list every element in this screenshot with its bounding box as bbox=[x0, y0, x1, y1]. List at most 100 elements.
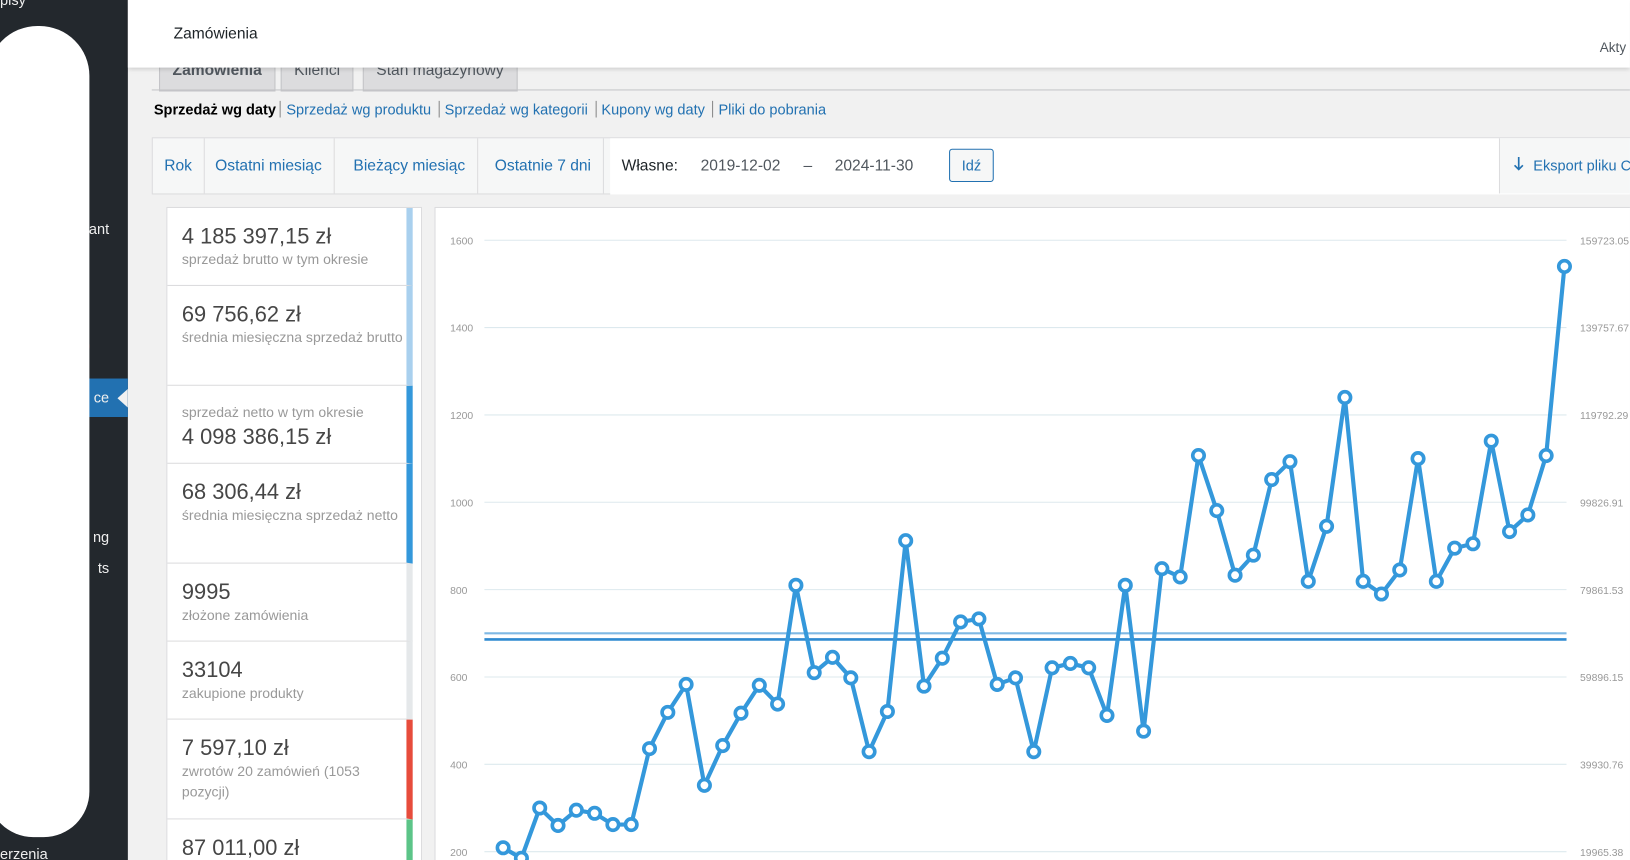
stat-item[interactable]: sprzedaż netto w tym okresie 4 098 386,15… bbox=[167, 385, 413, 464]
point bbox=[1172, 569, 1188, 585]
point bbox=[971, 611, 987, 627]
y2-tick-label: 119792.29 bbox=[1580, 411, 1628, 422]
point bbox=[696, 777, 712, 793]
point bbox=[1081, 660, 1097, 676]
y-tick-label: 600 bbox=[450, 673, 468, 684]
stat-item[interactable]: 69 756,62 zł średnia miesięczna sprzedaż … bbox=[167, 285, 413, 386]
point bbox=[989, 676, 1005, 692]
stat-item[interactable]: 87 011,00 zł bbox=[167, 819, 413, 860]
stat-label: średnia miesięczna sprzedaż brutto bbox=[181, 329, 403, 346]
export-link[interactable]: Eksport pliku C bbox=[1533, 157, 1630, 174]
point bbox=[898, 533, 914, 549]
range-link[interactable]: Bieżący miesiąc bbox=[342, 138, 478, 194]
stats-list: 4 185 397,15 zł sprzedaż brutto w tym okr… bbox=[166, 206, 423, 860]
y2-tick-label: 139757.67 bbox=[1580, 324, 1629, 335]
stat-amount: 87 011,00 zł bbox=[181, 836, 300, 860]
stat-amount: 33104 bbox=[181, 658, 243, 683]
point bbox=[1209, 503, 1225, 519]
point bbox=[1154, 561, 1170, 577]
y2-tick-label: 19965.38 bbox=[1580, 848, 1623, 859]
export-icon bbox=[1513, 157, 1524, 171]
point bbox=[879, 703, 895, 720]
point bbox=[1007, 670, 1024, 686]
y-tick-label: 1400 bbox=[450, 324, 473, 335]
range-link[interactable]: Rok bbox=[153, 138, 205, 194]
stat-amount: 4 185 397,15 zł bbox=[181, 224, 332, 249]
y2-tick-label: 59896.15 bbox=[1580, 673, 1623, 684]
report-link[interactable]: Sprzedaż wg kategorii bbox=[438, 100, 591, 118]
point bbox=[1300, 573, 1316, 589]
range-link[interactable]: Ostatni miesiąc bbox=[204, 138, 335, 194]
point bbox=[1264, 472, 1280, 488]
point bbox=[934, 650, 950, 666]
menu-item[interactable]: ts bbox=[97, 559, 110, 577]
point bbox=[1392, 562, 1408, 578]
point bbox=[1190, 447, 1207, 464]
series-line bbox=[502, 266, 1567, 860]
y-tick-label: 200 bbox=[450, 848, 468, 859]
point bbox=[550, 817, 566, 834]
point bbox=[1483, 433, 1499, 449]
go-button[interactable]: Idź bbox=[949, 148, 994, 182]
y2-tick-label: 39930.76 bbox=[1580, 760, 1623, 771]
stat-item[interactable]: 4 185 397,15 zł sprzedaż brutto w tym okr… bbox=[167, 207, 413, 286]
y-tick-label: 800 bbox=[450, 586, 468, 597]
point bbox=[916, 678, 932, 694]
point bbox=[1428, 573, 1444, 589]
y-tick-label: 1000 bbox=[450, 498, 473, 509]
point bbox=[843, 670, 859, 686]
point bbox=[953, 614, 969, 630]
point bbox=[861, 744, 877, 760]
point bbox=[806, 665, 822, 681]
point bbox=[1520, 507, 1536, 523]
header-title: Zamówienia bbox=[173, 24, 258, 43]
point bbox=[1447, 540, 1463, 556]
custom-range: Własne: 2019-12-02 – 2024-11-30 Idź bbox=[610, 138, 1630, 195]
export-box[interactable]: Eksport pliku C bbox=[1498, 138, 1630, 194]
point bbox=[1337, 389, 1353, 405]
date-to[interactable]: 2024-11-30 bbox=[834, 157, 914, 175]
y2-tick-label: 79861.53 bbox=[1580, 586, 1623, 597]
range-bar: Rok Ostatni miesiąc Bieżący miesiąc Osta… bbox=[151, 137, 1630, 195]
date-dash: – bbox=[803, 157, 813, 175]
redaction bbox=[0, 25, 90, 838]
point bbox=[788, 577, 804, 593]
stat-label: sprzedaż netto w tym okresie bbox=[181, 404, 364, 421]
point bbox=[513, 850, 529, 860]
y2-tick-label: 159723.05 bbox=[1580, 236, 1629, 247]
stat-item[interactable]: 68 306,44 zł średnia miesięczna sprzedaż … bbox=[167, 463, 413, 564]
menu-item[interactable]: erzenia bbox=[0, 845, 48, 860]
point bbox=[568, 802, 584, 818]
point bbox=[824, 649, 841, 665]
report-link[interactable]: Sprzedaż wg produktu bbox=[280, 100, 435, 118]
report-link[interactable]: Pliki do pobrania bbox=[712, 100, 830, 118]
y2-tick-label: 99826.91 bbox=[1580, 498, 1623, 509]
point bbox=[733, 705, 749, 721]
active-arrow bbox=[117, 388, 128, 408]
menu-item[interactable]: ng bbox=[92, 528, 110, 545]
point bbox=[1502, 523, 1518, 540]
stat-item[interactable]: 9995 złożone zamówienia bbox=[167, 563, 413, 642]
chart-box: 200 400 600 800 1000 1200 1400 1600 19965.38 3993… bbox=[434, 206, 1630, 860]
stat-label: złożone zamówienia bbox=[181, 607, 309, 623]
point bbox=[1026, 744, 1042, 760]
point bbox=[1117, 577, 1133, 593]
date-from[interactable]: 2019-12-02 bbox=[700, 157, 781, 175]
tab-rule bbox=[151, 89, 1630, 91]
range-link[interactable]: Ostatnie 7 dni bbox=[483, 138, 604, 194]
report-link[interactable]: Kupony wg daty bbox=[595, 100, 709, 118]
point bbox=[660, 704, 676, 720]
stat-item[interactable]: 7 597,10 zł zwrotów 20 zamówień (1053 poz… bbox=[167, 719, 413, 820]
header-right[interactable]: Akty bbox=[1599, 39, 1627, 56]
subnav: Sprzedaż wg daty Sprzedaż wg produktu Sprz… bbox=[154, 100, 830, 118]
y-tick-label: 1200 bbox=[450, 411, 473, 422]
menu-item[interactable]: ce bbox=[93, 388, 110, 406]
stat-label: zakupione produkty bbox=[181, 685, 304, 701]
stat-amount: 7 597,10 zł bbox=[181, 736, 289, 761]
menu-item[interactable]: pisy bbox=[0, 0, 26, 9]
point bbox=[1410, 451, 1426, 467]
point bbox=[641, 741, 658, 757]
point bbox=[678, 676, 694, 692]
point bbox=[1136, 723, 1152, 739]
stat-item[interactable]: 33104 zakupione produkty bbox=[167, 641, 413, 720]
